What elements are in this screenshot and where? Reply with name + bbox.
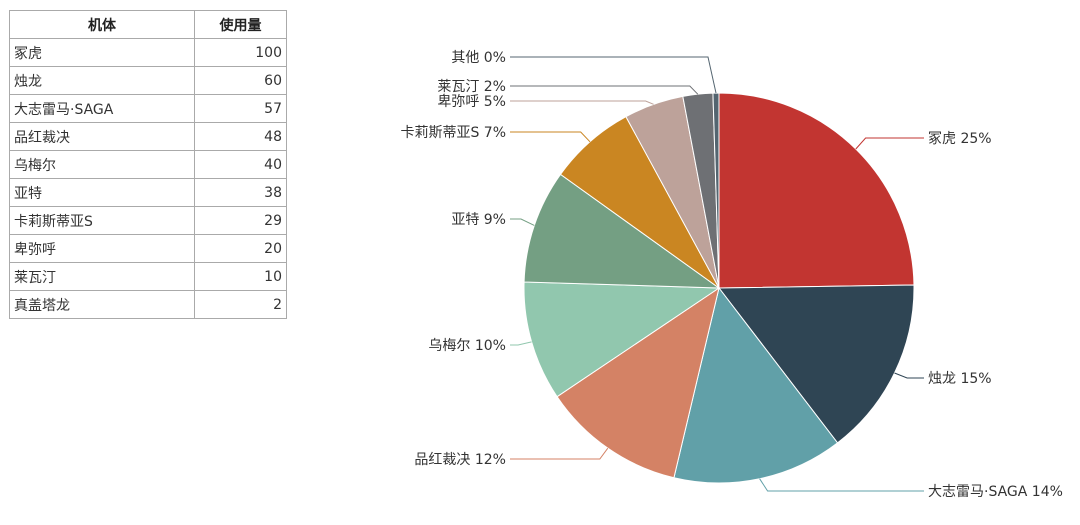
slice-label-8: 莱瓦汀 2% (437, 79, 506, 95)
row-name: 卡莉斯蒂亚S (9, 206, 195, 235)
table-row: 真盖塔龙 2 (9, 290, 287, 319)
pie-slice-5 (523, 173, 721, 289)
column-header-name: 机体 (9, 10, 195, 39)
label-line-5 (510, 218, 535, 226)
label-line-6 (510, 131, 591, 143)
pie-labels: 冢虎 25% 烛龙 15% 大志雷马·SAGA 14% 品红裁决 12% 乌梅尔 10%… (400, 50, 1062, 500)
row-value: 10 (194, 262, 287, 291)
column-header-usage: 使用量 (194, 10, 287, 39)
row-value: 100 (194, 38, 287, 67)
label-line-4 (510, 341, 532, 346)
label-line-7 (510, 100, 654, 105)
table-row: 烛龙 60 (9, 66, 287, 95)
slice-label-5: 亚特 9% (451, 212, 506, 228)
pie-slice-2 (673, 286, 839, 484)
slice-label-7: 卑弥呼 5% (437, 93, 506, 110)
row-value: 48 (194, 122, 287, 151)
slice-label-0: 冢虎 25% (928, 131, 992, 147)
row-name: 品红裁决 (9, 122, 195, 151)
row-value: 57 (194, 94, 287, 123)
row-value: 60 (194, 66, 287, 95)
slice-label-3: 品红裁决 12% (414, 452, 506, 468)
pie-slice-3 (556, 286, 720, 479)
row-value: 29 (194, 206, 287, 235)
label-line-3 (510, 447, 609, 460)
pie-slice-0 (718, 92, 915, 289)
pie-slices (523, 92, 915, 484)
row-value: 40 (194, 150, 287, 179)
table-row: 乌梅尔 40 (9, 150, 287, 179)
label-line-1 (894, 372, 924, 379)
table-row: 大志雷马·SAGA 57 (9, 94, 287, 123)
label-line-8 (510, 85, 699, 95)
row-name: 卑弥呼 (9, 234, 195, 263)
label-line-0 (855, 137, 924, 150)
usage-table: 机体 使用量 冢虎 100 烛龙 60 大志雷马·SAGA 57 品红裁决 48 乌梅尔… (9, 10, 287, 319)
slice-label-1: 烛龙 15% (928, 371, 992, 387)
table-row: 亚特 38 (9, 178, 287, 207)
slice-label-9: 其他 0% (451, 50, 506, 66)
pie-slice-9 (712, 92, 720, 289)
label-line-9 (510, 56, 717, 94)
table-row: 卡莉斯蒂亚S 29 (9, 206, 287, 235)
label-line-2 (759, 478, 924, 492)
slice-label-6: 卡莉斯蒂亚S 7% (400, 125, 506, 141)
row-name: 大志雷马·SAGA (9, 94, 195, 123)
slice-label-2: 大志雷马·SAGA 14% (928, 484, 1063, 500)
pie-slice-4 (523, 281, 721, 398)
row-value: 38 (194, 178, 287, 207)
row-name: 真盖塔龙 (9, 290, 195, 319)
row-value: 2 (194, 290, 287, 319)
table-row: 品红裁决 48 (9, 122, 287, 151)
slice-label-4: 乌梅尔 10% (428, 338, 506, 354)
row-name: 乌梅尔 (9, 150, 195, 179)
table-row: 卑弥呼 20 (9, 234, 287, 263)
table-header-row: 机体 使用量 (9, 10, 287, 39)
row-name: 亚特 (9, 178, 195, 207)
